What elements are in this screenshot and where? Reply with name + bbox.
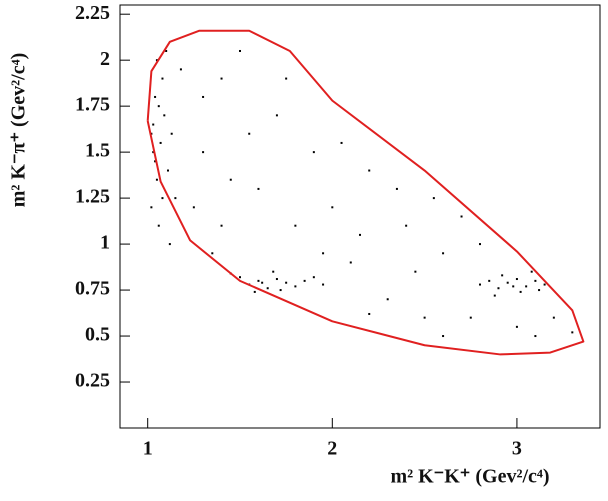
- point: [167, 169, 169, 172]
- point: [275, 114, 278, 117]
- point: [525, 285, 528, 288]
- point: [174, 197, 177, 200]
- point: [154, 160, 157, 163]
- x-tick-label: 1: [143, 438, 153, 460]
- point: [552, 316, 555, 319]
- point: [261, 281, 264, 284]
- point: [340, 141, 343, 144]
- point: [469, 316, 472, 319]
- point: [294, 285, 297, 288]
- point: [165, 49, 168, 52]
- point: [202, 95, 205, 98]
- point: [155, 59, 158, 62]
- point: [359, 233, 361, 236]
- point: [515, 325, 518, 328]
- point: [154, 95, 157, 98]
- y-tick-label: 1.5: [85, 140, 110, 162]
- point: [229, 178, 232, 181]
- point: [423, 316, 426, 319]
- point: [211, 252, 214, 255]
- point: [275, 278, 278, 281]
- y-tick-label: 0.25: [75, 370, 110, 392]
- point: [460, 215, 463, 218]
- point: [239, 49, 241, 52]
- point: [157, 105, 160, 108]
- boundary-curve: [146, 29, 585, 356]
- y-tick-label: 1.25: [75, 186, 110, 208]
- point: [349, 261, 352, 264]
- point: [179, 68, 182, 71]
- point: [202, 151, 205, 154]
- point: [257, 279, 260, 282]
- point: [519, 290, 522, 293]
- point: [368, 169, 371, 172]
- point: [272, 270, 275, 273]
- x-tick-label: 2: [327, 438, 337, 460]
- point: [220, 77, 223, 80]
- y-tick-label: 1.75: [75, 94, 110, 116]
- point: [155, 178, 158, 181]
- point: [279, 289, 282, 292]
- point: [515, 278, 518, 281]
- point: [395, 187, 398, 190]
- point: [312, 151, 315, 154]
- point: [538, 289, 541, 292]
- point: [220, 224, 223, 227]
- point: [161, 77, 164, 80]
- point: [157, 224, 160, 227]
- point: [266, 287, 269, 290]
- y-tick-label: 0.75: [75, 278, 110, 300]
- point: [159, 141, 162, 144]
- point: [442, 252, 445, 255]
- point: [534, 279, 537, 282]
- point: [414, 270, 417, 273]
- point: [161, 197, 164, 200]
- point: [248, 132, 251, 135]
- x-axis-label: m² K⁻K⁺ (Gev²/c⁴): [390, 466, 549, 488]
- point: [386, 298, 389, 301]
- point: [512, 285, 515, 288]
- y-tick-label: 2: [100, 48, 110, 70]
- point: [405, 224, 408, 227]
- point: [543, 283, 546, 286]
- y-axis-label: m² K⁻π⁺ (Gev²/c⁴): [8, 53, 30, 207]
- point: [294, 224, 297, 227]
- point: [285, 77, 288, 80]
- point: [488, 279, 491, 282]
- point: [168, 243, 171, 246]
- point: [530, 270, 533, 273]
- point: [442, 335, 445, 338]
- point: [312, 276, 315, 279]
- point: [479, 283, 481, 286]
- point: [285, 281, 288, 284]
- plot-frame: [119, 4, 601, 429]
- point: [432, 197, 435, 200]
- point: [501, 274, 504, 277]
- point: [322, 252, 325, 255]
- point: [253, 290, 256, 293]
- point: [322, 283, 325, 286]
- point: [368, 312, 371, 315]
- point: [571, 331, 574, 334]
- point: [163, 114, 166, 117]
- point: [192, 206, 195, 209]
- point: [497, 287, 500, 290]
- point: [331, 206, 334, 209]
- point: [170, 132, 173, 135]
- y-tick-label: 0.5: [85, 324, 110, 346]
- point: [506, 281, 509, 284]
- point: [479, 243, 481, 246]
- point: [152, 151, 155, 154]
- point: [239, 276, 241, 279]
- point: [150, 206, 153, 209]
- y-tick-label: 2.25: [75, 2, 110, 24]
- y-tick-label: 1: [100, 232, 110, 254]
- x-tick-label: 3: [512, 438, 522, 460]
- point: [257, 187, 260, 190]
- point: [493, 294, 496, 297]
- point: [152, 123, 155, 126]
- point: [534, 335, 537, 338]
- point: [303, 279, 306, 282]
